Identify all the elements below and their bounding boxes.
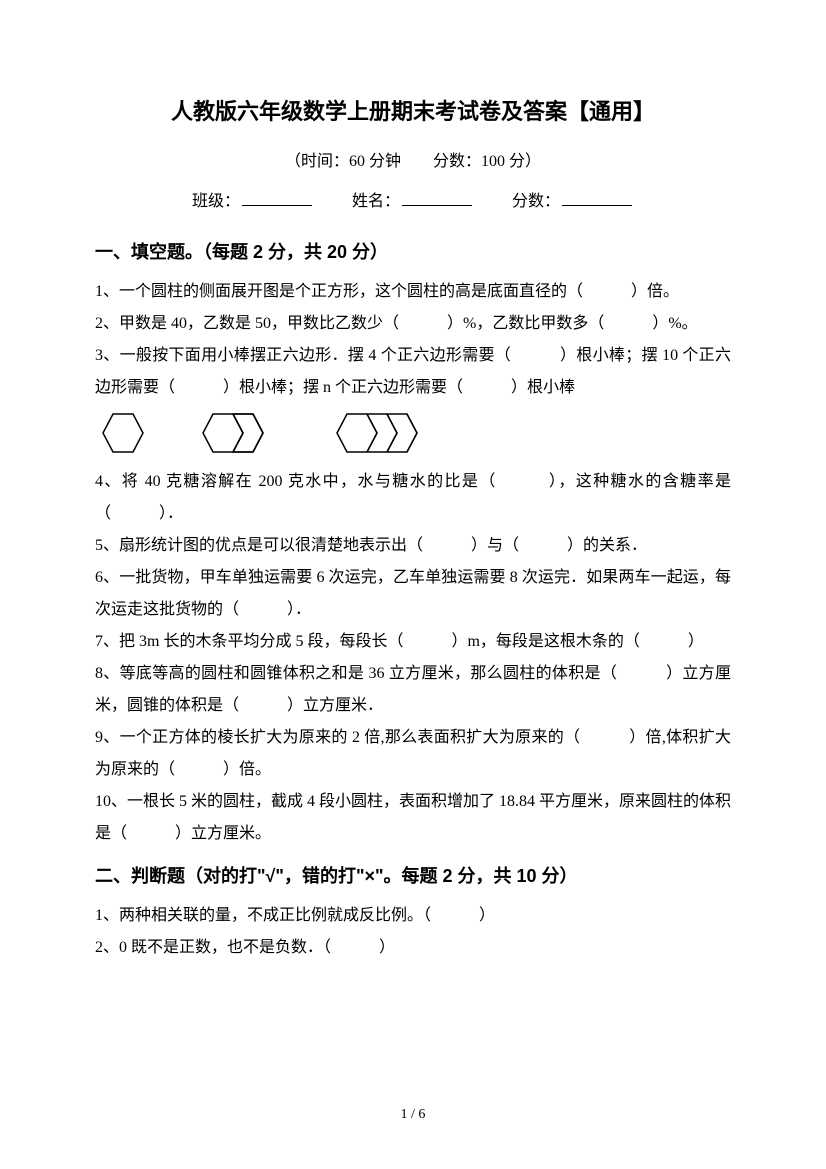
exam-subtitle: （时间：60 分钟 分数：100 分） [95,146,731,178]
name-label: 姓名： [352,193,400,210]
score-blank [562,190,632,206]
hexagon-3-icon [333,410,457,456]
page-number: 1 / 6 [0,1101,826,1129]
hexagon-2-icon [199,410,283,456]
section1-header: 一、填空题。（每题 2 分，共 20 分） [95,234,731,270]
section2-header: 二、判断题（对的打"√"，错的打"×"。每题 2 分，共 10 分） [95,858,731,894]
hexagon-1-icon [99,410,149,456]
question-1-1: 1、一个圆柱的侧面展开图是个正方形，这个圆柱的高是底面直径的（ ）倍。 [95,276,731,308]
name-blank [402,190,472,206]
class-blank [242,190,312,206]
question-2-2: 2、0 既不是正数，也不是负数．（ ） [95,932,731,964]
question-1-9: 9、一个正方体的棱长扩大为原来的 2 倍,那么表面积扩大为原来的（ ）倍,体积扩… [95,722,731,786]
student-info-line: 班级： 姓名： 分数： [95,186,731,218]
class-label: 班级： [192,193,240,210]
score-label: 分数： [512,193,560,210]
question-1-8: 8、等底等高的圆柱和圆锥体积之和是 36 立方厘米，那么圆柱的体积是（ ）立方厘… [95,658,731,722]
question-1-7: 7、把 3m 长的木条平均分成 5 段，每段长（ ）m，每段是这根木条的（ ） [95,626,731,658]
question-1-10: 10、一根长 5 米的圆柱，截成 4 段小圆柱，表面积增加了 18.84 平方厘… [95,786,731,850]
exam-title: 人教版六年级数学上册期末考试卷及答案【通用】 [95,90,731,134]
question-2-1: 1、两种相关联的量，不成正比例就成反比例。（ ） [95,900,731,932]
question-1-6: 6、一批货物，甲车单独运需要 6 次运完，乙车单独运需要 8 次运完．如果两车一… [95,562,731,626]
question-1-4: 4、将 40 克糖溶解在 200 克水中，水与糖水的比是（ ），这种糖水的含糖率… [95,466,731,530]
hexagon-diagram-row [95,404,731,466]
question-1-5: 5、扇形统计图的优点是可以很清楚地表示出（ ）与（ ）的关系． [95,530,731,562]
question-1-3: 3、一般按下面用小棒摆正六边形．摆 4 个正六边形需要（ ）根小棒；摆 10 个… [95,340,731,404]
question-1-2: 2、甲数是 40，乙数是 50，甲数比乙数少（ ）%，乙数比甲数多（ ）%。 [95,308,731,340]
